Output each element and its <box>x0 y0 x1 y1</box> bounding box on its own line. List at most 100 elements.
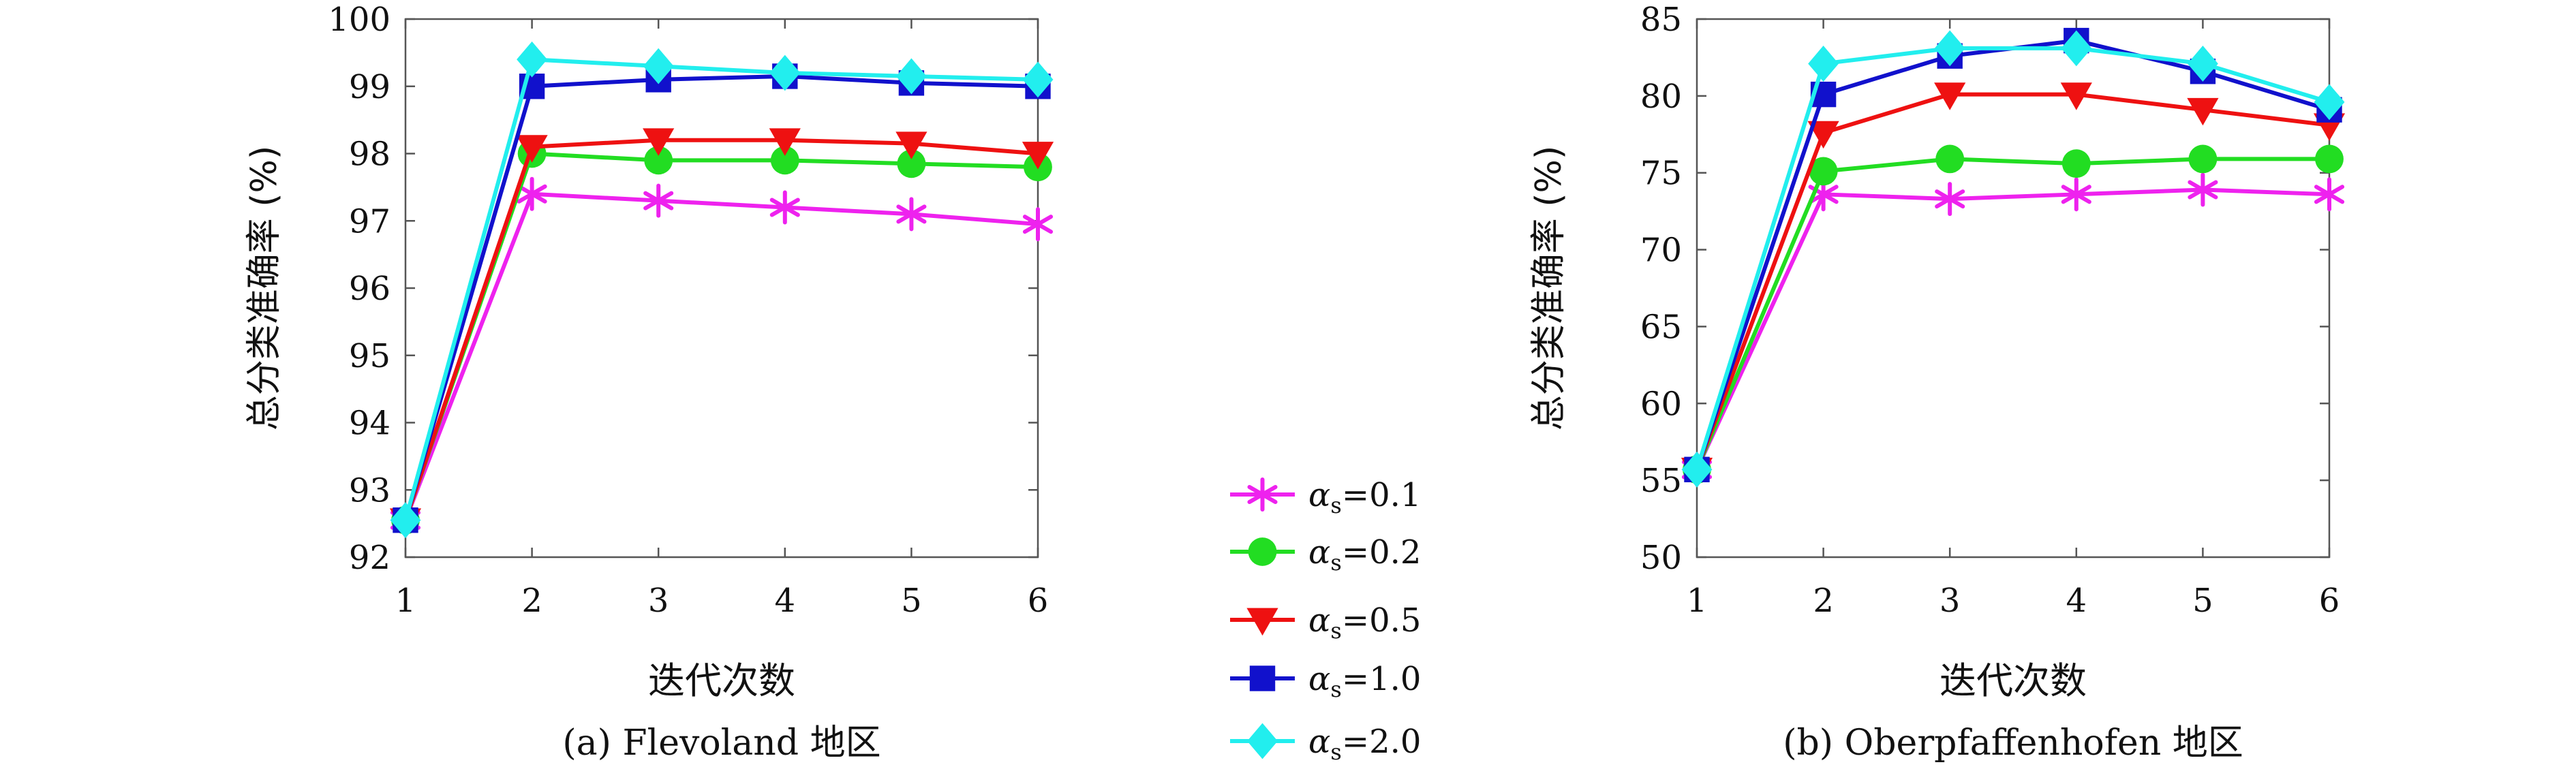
data-point <box>1022 61 1054 98</box>
x-tick-label: 1 <box>395 582 416 620</box>
data-point <box>2187 97 2219 126</box>
chart-panel-a: 92 93 94 95 96 97 98 99 100 1 2 3 4 5 6 迭代次数 总分类准确率 (%) (… <box>244 1 1054 764</box>
y-tick-label: 97 <box>349 202 390 240</box>
data-point <box>896 197 927 232</box>
data-point <box>390 502 421 539</box>
y-tick-label: 65 <box>1640 308 1682 346</box>
x-tick-label: 6 <box>1028 582 1049 620</box>
data-point <box>644 146 673 175</box>
y-tick-label: 96 <box>349 270 390 308</box>
data-point <box>1809 157 1838 186</box>
data-point-stroke-2 <box>1935 189 1965 209</box>
y-tick-label: 85 <box>1640 1 1682 39</box>
series-line-4 <box>403 74 1039 521</box>
y-tick-label: 50 <box>1640 539 1682 577</box>
x-tick-label: 5 <box>901 582 922 620</box>
data-point <box>1934 30 1965 67</box>
data-point-stroke-2 <box>643 191 674 210</box>
plot-frame <box>1696 18 2331 559</box>
x-tick-label: 3 <box>648 582 669 620</box>
legend-marker <box>1249 665 1276 691</box>
x-tick-label: 1 <box>1687 582 1708 620</box>
data-point <box>769 190 800 225</box>
data-point <box>2187 46 2218 82</box>
series-line-1 <box>403 191 1039 521</box>
y-tick-label: 75 <box>1640 155 1682 193</box>
data-point-stroke-2 <box>769 198 800 217</box>
x-tick-label: 3 <box>1939 582 1961 620</box>
data-point <box>643 48 674 84</box>
data-point <box>2061 149 2091 178</box>
data-point <box>2188 172 2218 207</box>
legend-marker <box>1248 537 1277 566</box>
data-point <box>769 54 801 91</box>
data-point <box>1935 182 1965 217</box>
data-point <box>1807 121 1839 149</box>
x-tick-label: 5 <box>2192 582 2213 620</box>
legend-label: αs=0.2 <box>1308 533 1421 576</box>
data-point <box>770 146 799 175</box>
legend-entry-1: αs=0.1 <box>1230 476 1421 518</box>
legend-label: αs=0.1 <box>1308 476 1421 518</box>
y-tick-label: 100 <box>328 1 390 39</box>
data-point <box>1934 82 1966 110</box>
data-point <box>1681 451 1713 488</box>
y-tick-label: 93 <box>349 471 390 509</box>
legend-label: αs=2.0 <box>1308 723 1421 765</box>
data-point <box>2314 84 2345 121</box>
data-point <box>517 176 547 211</box>
legend-entry-5: αs=2.0 <box>1230 723 1421 765</box>
data-point <box>1022 142 1054 170</box>
data-point <box>2060 82 2092 110</box>
series-line-5 <box>1695 46 2330 471</box>
x-tick-label: 2 <box>1813 582 1834 620</box>
legend-marker <box>1246 608 1278 636</box>
y-tick-label: 94 <box>349 405 390 443</box>
plot-frame <box>404 18 1039 559</box>
data-point <box>643 128 675 156</box>
legend-entry-4: αs=1.0 <box>1230 660 1421 702</box>
data-point <box>516 135 548 163</box>
data-point <box>1808 46 1839 82</box>
legend-marker <box>1247 477 1278 512</box>
data-point-stroke-2 <box>2314 185 2345 204</box>
legend-entry-3: αs=0.5 <box>1230 601 1421 644</box>
data-point <box>895 58 927 95</box>
x-tick-label: 2 <box>521 582 542 620</box>
series-line-1 <box>1695 187 2330 471</box>
data-point <box>769 128 801 156</box>
panel-caption: (a) Flevoland 地区 <box>562 723 880 764</box>
x-tick-label: 4 <box>2066 582 2087 620</box>
x-axis-label: 迭代次数 <box>1939 659 2087 702</box>
data-point-stroke-2 <box>2188 180 2218 200</box>
legend-marker <box>1247 723 1278 759</box>
legend-label: αs=1.0 <box>1308 660 1421 702</box>
data-point <box>2061 30 2092 67</box>
data-point <box>2315 144 2344 174</box>
x-axis-label: 迭代次数 <box>648 659 795 702</box>
data-point-stroke-2 <box>517 184 547 204</box>
data-point <box>517 41 548 78</box>
data-point <box>2314 177 2345 212</box>
data-point-stroke-2 <box>1022 215 1054 234</box>
y-tick-label: 98 <box>349 136 390 174</box>
legend-label: αs=0.5 <box>1308 601 1421 644</box>
legend-entry-2: αs=0.2 <box>1230 533 1421 576</box>
x-tick-label: 6 <box>2319 582 2340 620</box>
data-point <box>897 149 926 178</box>
series-line-3 <box>403 138 1039 521</box>
data-point <box>643 183 674 218</box>
series-line-3 <box>1695 92 2330 471</box>
data-point <box>2188 144 2218 174</box>
y-axis-label: 总分类准确率 (%) <box>1529 146 1569 431</box>
y-tick-label: 95 <box>349 337 390 375</box>
y-tick-label: 80 <box>1640 78 1682 116</box>
panel-caption: (b) Oberpfaffenhofen 地区 <box>1783 723 2243 764</box>
data-point <box>895 131 927 159</box>
y-axis-label: 总分类准确率 (%) <box>244 146 285 431</box>
legend: αs=0.1 αs=0.2 αs=0.5 αs=1.0 αs=2.0 <box>1230 476 1421 765</box>
y-tick-label: 92 <box>349 539 390 577</box>
y-tick-label: 60 <box>1640 385 1682 423</box>
y-tick-label: 70 <box>1640 232 1682 270</box>
